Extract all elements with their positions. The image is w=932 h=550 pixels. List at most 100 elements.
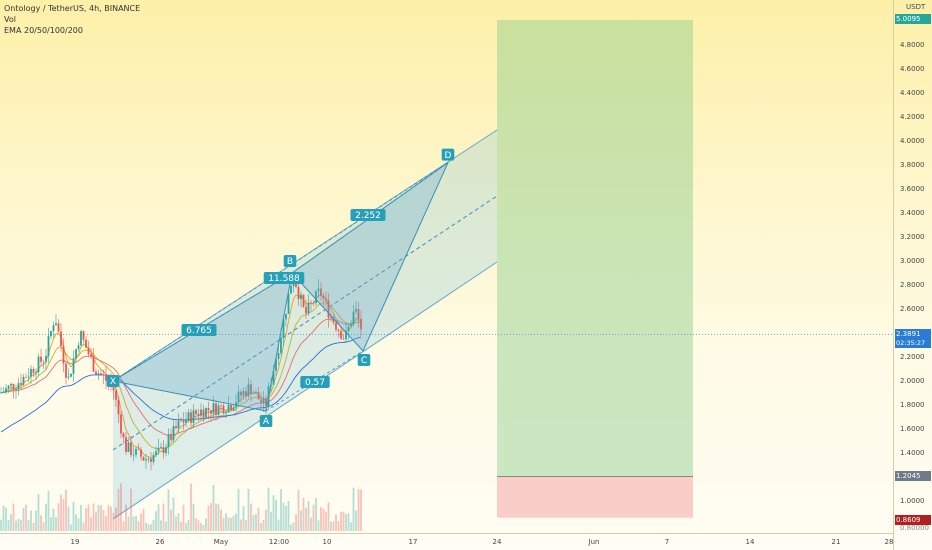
pattern-ratio-line <box>112 162 449 382</box>
entry-price-label: 1.2045 <box>895 471 931 482</box>
volume-bar <box>15 520 17 531</box>
volume-bar <box>110 506 112 531</box>
volume-bar <box>305 508 307 531</box>
volume-bar <box>265 509 267 531</box>
volume-indicator-label[interactable]: Vol <box>4 15 16 24</box>
profit-zone <box>497 19 693 477</box>
volume-bar <box>360 489 362 531</box>
pattern-point-c: C <box>361 356 367 366</box>
candle-body <box>337 329 340 331</box>
volume-bar <box>187 519 190 531</box>
volume-bar <box>135 515 137 531</box>
volume-bar <box>162 503 165 531</box>
candle-body <box>72 358 75 374</box>
volume-bar <box>165 521 167 531</box>
candle-body <box>230 404 232 411</box>
candle-body <box>307 302 310 314</box>
candle-body <box>67 376 70 378</box>
candle-body <box>102 374 105 376</box>
time-tick-label: 28 <box>884 538 894 546</box>
candle-body <box>300 294 302 300</box>
candle-body <box>165 447 167 454</box>
candle-body <box>147 458 150 460</box>
price-tick-label: 4.4000 <box>900 89 925 97</box>
volume-bar <box>52 508 55 531</box>
candle-body <box>62 346 65 364</box>
volume-bar <box>225 513 227 531</box>
volume-bar <box>335 514 337 531</box>
volume-bar <box>192 503 195 531</box>
volume-bar <box>257 507 260 531</box>
ema-indicator-label[interactable]: EMA 20/50/100/200 <box>4 26 83 35</box>
candle-body <box>70 373 72 377</box>
candle-body <box>315 290 317 304</box>
volume-bar <box>207 505 210 531</box>
volume-bar <box>102 510 105 531</box>
candle-body <box>122 433 125 438</box>
candle-body <box>12 383 15 390</box>
pattern-ratio-label: 11.588 <box>268 274 300 284</box>
candle-body <box>30 368 32 377</box>
candle-body <box>317 288 320 291</box>
price-tick-label-partial: 0.80000 <box>900 524 929 532</box>
volume-bar <box>57 503 60 531</box>
price-tick-label: 3.8000 <box>900 161 925 169</box>
symbol-title[interactable]: Ontology / TetherUS, 4h, BINANCE <box>4 4 141 13</box>
candle-body <box>85 339 87 348</box>
pattern-point-b-box <box>283 255 297 267</box>
channel-lower-line <box>112 261 498 520</box>
volume-bar <box>37 494 40 531</box>
volume-bar <box>250 503 252 531</box>
volume-bar <box>340 512 342 531</box>
time-axis[interactable]: 19 26 May 12:00 10 17 24 Jun 7 14 21 28 <box>0 533 893 550</box>
time-tick-label: Jun <box>588 538 600 546</box>
candle-body <box>220 405 222 407</box>
candle-body <box>222 405 225 414</box>
volume-bar <box>132 516 135 531</box>
candle-body <box>77 345 80 350</box>
time-tick-label: 21 <box>831 538 841 546</box>
candle-body <box>342 338 345 340</box>
candle-body <box>167 434 170 448</box>
volume-bar <box>177 513 180 531</box>
chart-legend: Ontology / TetherUS, 4h, BINANCE Vol EMA… <box>4 3 140 36</box>
pattern-point-a-box <box>259 415 273 427</box>
candle-body <box>155 451 157 456</box>
candle-body <box>352 311 355 325</box>
price-chart[interactable]: X A B C D 6.765 11.588 0.57 2.252 <box>0 0 893 533</box>
volume-bar <box>107 504 110 531</box>
volume-bar <box>292 522 295 531</box>
price-axis[interactable]: USDT 4.8000 4.6000 4.4000 4.2000 4.0000 3.800… <box>893 0 932 550</box>
price-tick-label: 2.2000 <box>900 353 925 361</box>
candle-body <box>287 293 290 314</box>
pattern-point-d: D <box>445 151 452 161</box>
volume-bar <box>220 509 222 531</box>
candle-body <box>65 363 67 378</box>
candle-body <box>45 356 47 362</box>
candle-body <box>357 309 360 319</box>
volume-bar <box>337 521 340 531</box>
candle-body <box>320 288 322 296</box>
volume-bar <box>45 503 47 531</box>
pattern-point-d-box <box>441 148 455 161</box>
price-tick-label: 2.6000 <box>900 305 925 313</box>
time-tick-label: May <box>213 538 229 546</box>
volume-bar <box>197 520 200 531</box>
candle-body <box>297 287 300 300</box>
volume-bar <box>180 521 182 531</box>
volume-bar <box>60 494 62 531</box>
candle-body <box>290 286 292 294</box>
volume-bar <box>42 522 45 531</box>
price-tick-label: 1.6000 <box>900 425 925 433</box>
candle-body <box>345 331 347 340</box>
candle-body <box>170 434 172 440</box>
price-tick-label: 3.2000 <box>900 233 925 241</box>
volume-bar <box>205 518 207 531</box>
candle-body <box>25 376 27 378</box>
candle-body <box>310 302 312 304</box>
candle-body <box>120 414 122 434</box>
candle-body <box>125 437 127 452</box>
candle-body <box>175 426 177 429</box>
candle-body <box>305 306 307 314</box>
volume-bar <box>137 521 140 531</box>
